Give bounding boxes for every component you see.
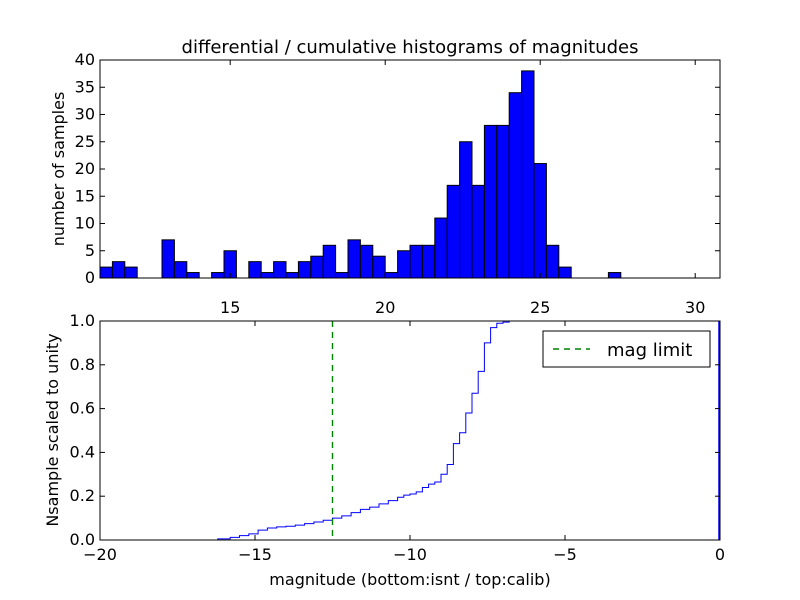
histogram-bar: [260, 272, 275, 279]
bottom-y-tick-label: 1.0: [70, 311, 95, 330]
histogram-bar: [322, 244, 337, 279]
histogram-bar: [384, 272, 399, 279]
bottom-y-tick-label: 0.0: [70, 530, 95, 549]
histogram-bar: [459, 141, 473, 279]
top-histogram-panel: 0 5 10 15 20 25 30 35 40 15 20 25 30 number of sampl…: [49, 50, 721, 317]
histogram-bar: [186, 272, 200, 279]
histogram-bar: [285, 272, 299, 279]
histogram-bar: [397, 250, 411, 279]
histogram-bar: [347, 239, 361, 279]
histogram-bar: [545, 244, 560, 279]
histogram-bar: [273, 261, 287, 279]
top-x-tick-label: 15: [220, 298, 240, 317]
histogram-bar: [99, 266, 113, 279]
bottom-x-tick-label: −10: [393, 545, 427, 564]
bottom-y-tick-label: 0.8: [70, 355, 95, 374]
histogram-bar: [496, 124, 510, 279]
bottom-axes-frame: [99, 320, 721, 541]
histogram-bar: [409, 244, 423, 279]
top-x-tick-label: 25: [530, 298, 550, 317]
histogram-bar: [521, 70, 535, 279]
top-x-tick-label: 30: [685, 298, 705, 317]
histogram-bar: [446, 184, 461, 279]
top-y-tick-label: 5: [85, 241, 95, 260]
bottom-axis-ticks: 0.0 0.2 0.4 0.6 0.8 1.0 −20 −15 −10 −5 0: [70, 311, 726, 564]
histogram-bar: [359, 244, 374, 279]
histogram-bar: [335, 272, 349, 279]
histogram-bar: [372, 255, 386, 279]
histogram-bar: [607, 272, 622, 279]
top-y-tick-label: 20: [75, 159, 95, 178]
top-y-tick-label: 40: [75, 50, 95, 69]
bottom-y-tick-label: 0.2: [70, 486, 95, 505]
histogram-bar: [471, 184, 485, 279]
bottom-cumulative-lines: [100, 320, 720, 541]
bottom-x-tick-label: −20: [83, 545, 117, 564]
bottom-y-axis-label: Nsample scaled to unity: [43, 333, 62, 526]
top-y-tick-label: 30: [75, 105, 95, 124]
histogram-bar: [173, 261, 188, 279]
bottom-x-tick-label: 0: [715, 545, 725, 564]
histogram-bar: [111, 261, 126, 279]
histogram-bar: [248, 261, 262, 279]
legend: mag limit: [542, 330, 711, 368]
figure-title: differential / cumulative histograms of …: [182, 37, 639, 58]
top-y-tick-label: 25: [75, 132, 95, 151]
cumulative-step-line: [100, 320, 719, 541]
histogram-bar: [211, 272, 225, 279]
histogram-bar: [558, 266, 572, 279]
histogram-bar: [533, 163, 547, 279]
legend-label-mag-limit: mag limit: [607, 340, 692, 361]
histogram-bar: [310, 255, 324, 279]
top-axis-ticks: 0 5 10 15 20 25 30 35 40 15 20 25 30: [75, 50, 720, 317]
bottom-x-tick-label: −5: [553, 545, 577, 564]
top-y-tick-label: 15: [75, 186, 95, 205]
histogram-bar: [434, 217, 448, 279]
histogram-bar: [508, 92, 523, 279]
top-axes-frame: [99, 59, 721, 279]
top-y-axis-label: number of samples: [49, 92, 68, 247]
top-histogram-bars: [99, 70, 622, 279]
top-x-tick-label: 20: [375, 298, 395, 317]
bottom-y-tick-label: 0.6: [70, 399, 95, 418]
bottom-x-tick-label: −15: [238, 545, 272, 564]
top-y-tick-label: 35: [75, 77, 95, 96]
histogram-bar: [421, 244, 436, 279]
bottom-y-tick-label: 0.4: [70, 442, 95, 461]
histogram-bar: [124, 266, 138, 279]
histogram-bar: [297, 261, 312, 279]
histogram-bar: [161, 239, 175, 279]
top-y-tick-label: 10: [75, 214, 95, 233]
bottom-x-axis-label: magnitude (bottom:isnt / top:calib): [269, 570, 550, 589]
legend-box: [542, 330, 711, 368]
bottom-cumulative-panel: 0.0 0.2 0.4 0.6 0.8 1.0 −20 −15 −10 −5 0 magnitude…: [43, 311, 725, 589]
histogram-bar: [483, 124, 498, 279]
top-y-tick-label: 0: [85, 268, 95, 287]
